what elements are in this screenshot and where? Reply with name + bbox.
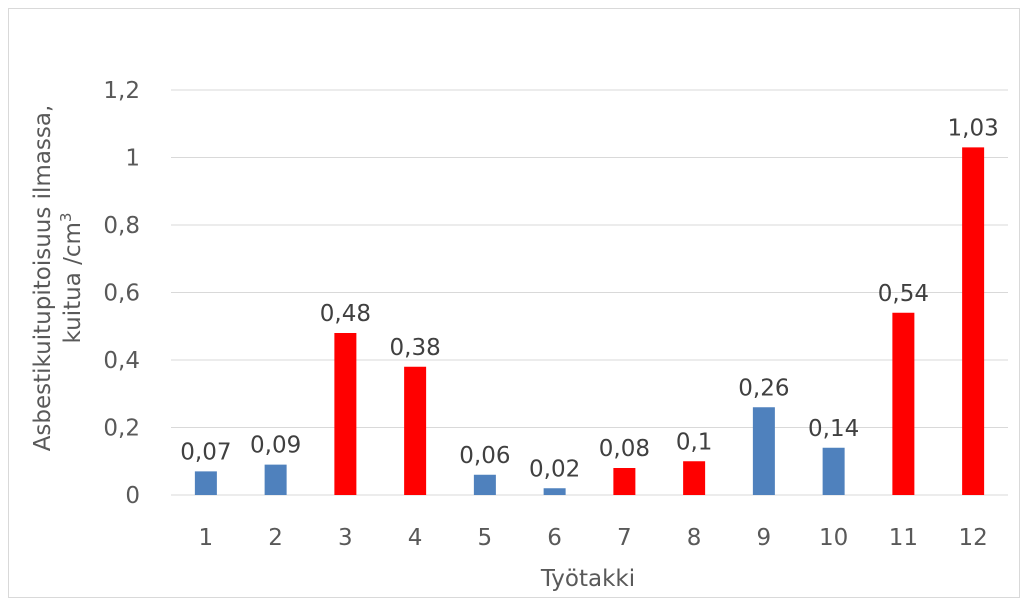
data-label: 0,09 <box>250 433 301 459</box>
data-label: 0,06 <box>459 443 510 469</box>
bar-11 <box>892 312 915 495</box>
x-tick-label: 6 <box>547 525 562 551</box>
y-tick-label: 0,2 <box>103 416 140 442</box>
y-axis-title-line2: kuitua /cm3 <box>57 213 86 344</box>
x-tick-label: 3 <box>338 525 353 551</box>
x-tick-label: 1 <box>199 525 214 551</box>
bar-8 <box>683 461 706 495</box>
y-axis-title-superscript: 3 <box>57 213 75 223</box>
bar-4 <box>404 366 427 495</box>
data-label: 0,48 <box>320 301 371 327</box>
data-labels: 0,07 0,09 0,48 0,38 0,06 0,02 0,08 0,1 0,26 0,14 0… <box>180 115 998 482</box>
y-tick-label: 0,4 <box>103 348 140 374</box>
y-tick-label: 1 <box>125 146 140 172</box>
bar-9 <box>752 407 775 495</box>
data-label: 0,38 <box>390 335 441 361</box>
y-tick-label: 0,8 <box>103 213 140 239</box>
x-tick-label: 7 <box>617 525 632 551</box>
bar-1 <box>194 471 217 495</box>
data-label: 0,07 <box>180 439 231 465</box>
bar-7 <box>613 468 636 495</box>
data-label: 0,26 <box>738 375 789 401</box>
gridlines <box>171 89 1008 496</box>
y-tick-label: 0 <box>125 483 140 509</box>
bar-2 <box>264 464 287 495</box>
y-tick-label: 1,2 <box>103 78 140 104</box>
x-tick-label: 4 <box>408 525 423 551</box>
data-label: 0,54 <box>878 281 929 307</box>
data-label: 0,14 <box>808 416 859 442</box>
x-tick-label: 8 <box>687 525 702 551</box>
data-label: 1,03 <box>948 115 999 141</box>
bar-12 <box>962 147 985 495</box>
x-tick-label: 11 <box>889 525 918 551</box>
chart-frame <box>8 8 1020 598</box>
bar-10 <box>822 447 845 495</box>
data-label: 0,02 <box>529 456 580 482</box>
x-tick-label: 5 <box>478 525 493 551</box>
x-tick-label: 9 <box>757 525 772 551</box>
y-tick-label: 0,6 <box>103 281 140 307</box>
y-axis-title-line1: Asbestikuitupitoisuus ilmassa, <box>30 105 56 452</box>
bar-3 <box>334 333 357 495</box>
data-label: 0,1 <box>676 429 713 455</box>
bar-6 <box>543 488 566 495</box>
y-tick-labels: 0 0,2 0,4 0,6 0,8 1 1,2 <box>103 78 140 509</box>
y-axis-title: Asbestikuitupitoisuus ilmassa, kuitua /c… <box>30 105 86 452</box>
x-axis-title: Työtakki <box>540 566 635 592</box>
bars <box>194 147 985 495</box>
x-tick-label: 10 <box>819 525 848 551</box>
x-tick-label: 12 <box>958 525 987 551</box>
data-label: 0,08 <box>599 436 650 462</box>
y-axis-title-line2-text: kuitua /cm <box>60 222 86 343</box>
bar-5 <box>473 474 496 495</box>
x-tick-labels: 1 2 3 4 5 6 7 8 9 10 11 12 <box>199 525 988 551</box>
x-tick-label: 2 <box>268 525 283 551</box>
